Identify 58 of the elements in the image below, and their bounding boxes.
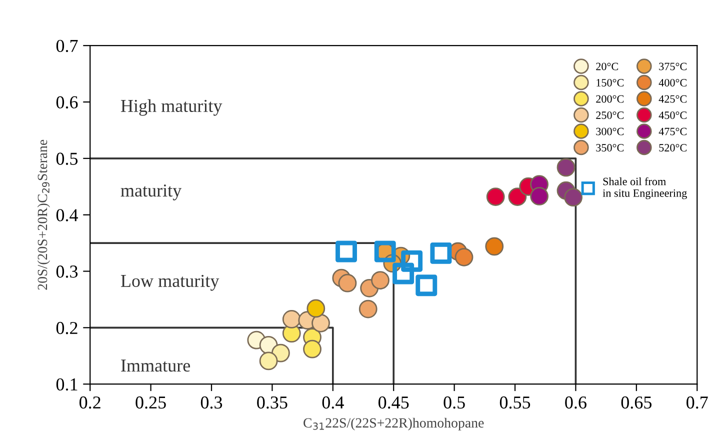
point: [371, 271, 390, 290]
point: [486, 188, 505, 206]
point: [259, 352, 278, 370]
y-tick-label: 0.7: [56, 40, 78, 52]
point: [306, 299, 326, 318]
y-tick-label: 0.1: [56, 378, 78, 391]
point: [282, 310, 301, 328]
x-tick-label: 0.3: [200, 396, 222, 409]
x-tick-label: 0.55: [500, 396, 530, 409]
x-tick-label: 0.5: [444, 396, 465, 409]
legend-label: 475°C: [658, 128, 687, 136]
annotation: High maturity: [120, 99, 222, 116]
point: [401, 250, 423, 272]
legend-label: 300°C: [596, 128, 624, 136]
legend-label: Shale oil from in situ Engineering: [602, 177, 687, 200]
x-tick-label: 0.2: [79, 396, 100, 409]
point: [556, 158, 576, 177]
annotation: maturity: [120, 184, 182, 200]
point: [338, 274, 357, 292]
annotation: Immature: [121, 360, 190, 372]
legend-label: 375°C: [659, 62, 687, 70]
point: [272, 344, 290, 362]
point: [530, 187, 548, 206]
point: [430, 242, 452, 264]
x-tick-label: 0.35: [257, 396, 288, 409]
point: [508, 188, 527, 206]
y-tick-label: 0.5: [56, 152, 78, 165]
point: [485, 237, 504, 256]
point: [358, 300, 378, 318]
x-tick-label: 0.45: [378, 396, 409, 409]
legend-label: 250°C: [596, 111, 624, 119]
x-tick-label: 0.6: [565, 396, 586, 409]
legend-label: 150°C: [596, 78, 624, 86]
point: [564, 188, 582, 207]
y-tick-label: 0.3: [56, 266, 78, 278]
legend-label: 400°C: [658, 78, 687, 86]
x-tick-label: 0.65: [621, 396, 652, 409]
x-axis-title: C$_{31}$22S/(22S+22R)homohopane: [304, 418, 484, 430]
point: [392, 262, 414, 284]
y-tick-label: 0.6: [56, 96, 78, 109]
point: [312, 314, 330, 332]
x-tick-label: 0.4: [322, 396, 344, 409]
legend-label: 425°C: [658, 95, 687, 103]
legend-label: 20°C: [596, 62, 618, 70]
legend-label: 520°C: [659, 144, 687, 152]
y-tick-label: 0.4: [56, 209, 78, 222]
x-tick-label: 0.7: [686, 396, 708, 409]
point: [454, 248, 474, 266]
point: [416, 274, 438, 296]
x-tick-label: 0.25: [136, 396, 166, 409]
point: [336, 240, 357, 262]
annotation: Low maturity: [120, 274, 220, 291]
y-axis-title: 20S/(20S+20R)C$_{29}$Sterane: [37, 140, 50, 290]
y-tick-label: 0.2: [56, 322, 78, 334]
legend-label: 350°C: [596, 144, 624, 152]
point: [303, 340, 322, 358]
legend-label: 450°C: [658, 111, 687, 119]
legend-label: 200°C: [596, 95, 624, 103]
